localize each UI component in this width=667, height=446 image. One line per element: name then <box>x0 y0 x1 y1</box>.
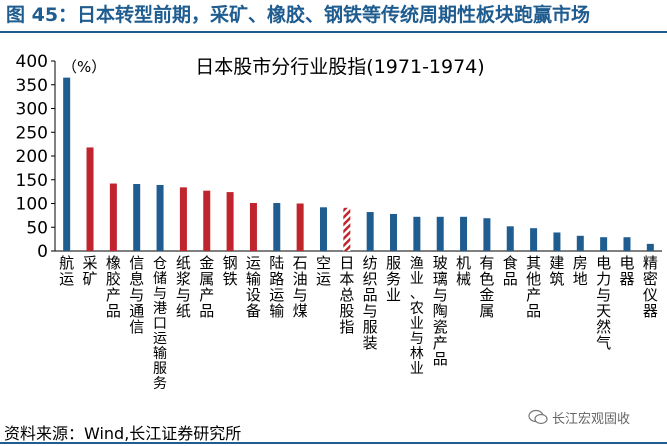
y-tick-label: 300 <box>16 100 48 120</box>
x-tick-label: 运输设备 <box>246 254 261 320</box>
bar-6 <box>179 187 187 251</box>
x-tick-label: 玻璃与陶瓷产品 <box>433 254 448 368</box>
x-tick-label: 电力与天然气 <box>596 254 611 352</box>
bar-4 <box>133 184 141 251</box>
bar-17 <box>436 216 444 251</box>
x-axis-labels: 航运采矿橡胶产品信息与通信仓储与港口运输服务纸浆与纸金属产品钢铁运输设备陆路运输… <box>59 254 658 392</box>
y-tick-label: 200 <box>16 147 48 167</box>
bar-2 <box>86 147 94 251</box>
x-tick-label: 钢铁 <box>223 254 238 288</box>
bar-12 <box>319 207 327 251</box>
bar-11 <box>296 203 304 251</box>
bar-14 <box>366 212 374 251</box>
bar-19 <box>483 218 491 251</box>
x-tick-label: 服务业 <box>386 254 401 304</box>
x-tick-label: 空运 <box>316 254 331 288</box>
bar-3 <box>109 183 117 251</box>
y-axis: 0 50 100 150 200 250 300 350 400 <box>16 52 662 262</box>
bottom-divider <box>0 442 667 444</box>
bar-18 <box>460 216 468 251</box>
bar-15 <box>390 213 398 251</box>
x-tick-label: 纸浆与纸 <box>176 254 191 320</box>
bar-5 <box>156 184 164 251</box>
y-tick-label: 150 <box>16 171 48 191</box>
source-note: 资料来源：Wind,长江证券研究所 <box>4 424 242 443</box>
bar-1 <box>63 77 71 251</box>
x-tick-label: 纺织品与服装 <box>363 254 378 352</box>
y-tick-label: 400 <box>16 52 48 72</box>
bar-10 <box>273 203 281 251</box>
x-tick-label: 航运 <box>59 254 74 288</box>
bar-26 <box>646 243 654 251</box>
bar-25 <box>623 237 631 251</box>
y-tick-label: 100 <box>16 195 48 215</box>
y-tick-label: 350 <box>16 76 48 96</box>
x-tick-label: 渔业、农业与林业 <box>410 256 424 377</box>
bar-16 <box>413 216 421 251</box>
watermark-text: 长江宏观固收 <box>552 411 631 427</box>
x-tick-label: 建筑 <box>549 254 564 288</box>
x-tick-label: 石油与煤 <box>293 254 308 320</box>
x-tick-label: 食品 <box>503 254 518 288</box>
bar-8 <box>226 192 234 251</box>
y-unit-label: （%） <box>62 58 106 76</box>
y-tick-label: 250 <box>16 123 48 143</box>
bar-13 <box>343 207 351 251</box>
bar-9 <box>249 203 257 251</box>
x-tick-label: 房地 <box>573 254 588 288</box>
watermark: 长江宏观固收 <box>528 406 630 428</box>
bar-21 <box>530 228 538 251</box>
x-tick-label: 采矿 <box>83 254 98 288</box>
bar-23 <box>576 235 584 251</box>
bars <box>63 77 654 251</box>
bar-20 <box>506 226 514 251</box>
title-divider <box>0 31 667 33</box>
x-tick-label: 日本总股指 <box>339 254 354 336</box>
x-tick-label: 信息与通信 <box>129 254 144 336</box>
bar-22 <box>553 232 561 251</box>
x-tick-label: 机械 <box>456 254 471 288</box>
figure-title: 图 45：日本转型前期，采矿、橡胶、钢铁等传统周期性板块跑赢市场 <box>6 4 591 26</box>
x-tick-label: 金属产品 <box>199 254 214 320</box>
y-tick-label: 0 <box>37 242 48 262</box>
x-tick-label: 仓储与港口运输服务 <box>153 256 167 392</box>
x-tick-label: 精密仪器 <box>643 254 658 320</box>
chat-bubble-icon <box>528 409 548 425</box>
bar-chart: 0 50 100 150 200 250 300 350 400 航运采矿橡胶产品信息与通信仓储… <box>16 52 662 392</box>
chart-title: 日本股市分行业股指(1971-1974) <box>195 56 484 78</box>
x-tick-label: 橡胶产品 <box>106 254 121 320</box>
bar-7 <box>203 190 211 251</box>
x-tick-label: 其他产品 <box>526 254 541 320</box>
x-tick-label: 有色金属 <box>479 254 494 320</box>
x-tick-label: 电器 <box>619 254 634 288</box>
x-tick-label: 陆路运输 <box>269 254 284 320</box>
bar-24 <box>600 237 608 251</box>
y-tick-label: 50 <box>26 218 48 238</box>
